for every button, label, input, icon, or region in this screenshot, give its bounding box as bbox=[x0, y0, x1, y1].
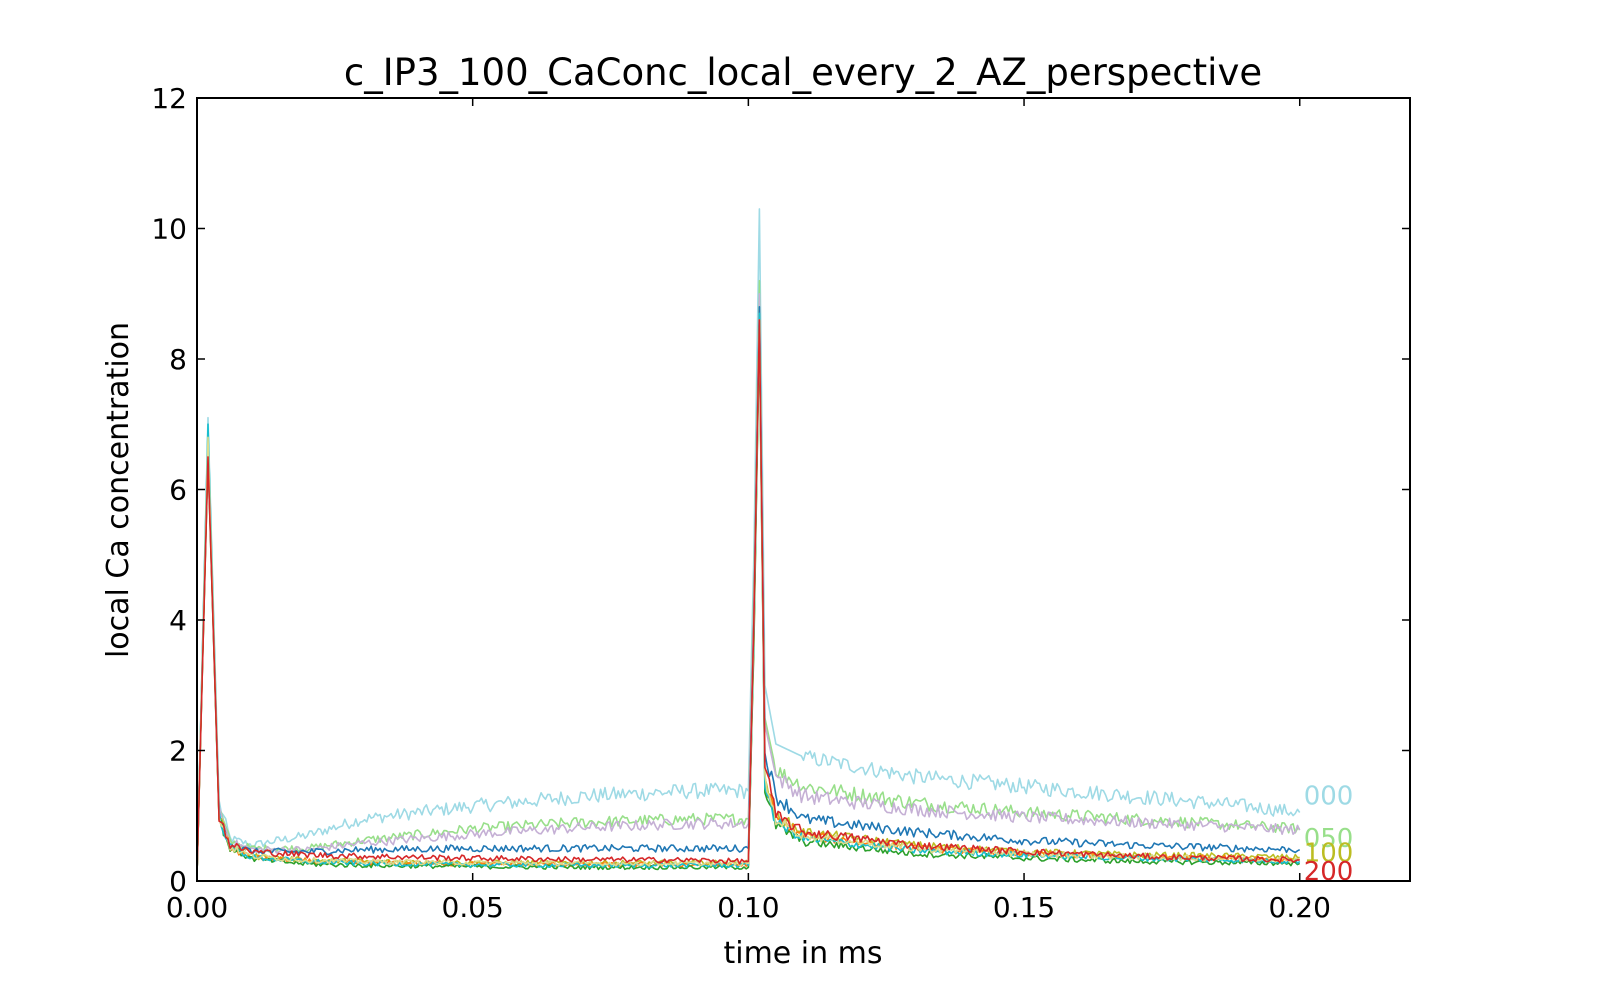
y-tick-label: 4 bbox=[169, 604, 187, 637]
x-tick-label: 0.15 bbox=[993, 891, 1055, 924]
x-tick-label: 0.10 bbox=[717, 891, 779, 924]
series-layer bbox=[196, 208, 1301, 875]
x-tick-label: 0.00 bbox=[166, 891, 228, 924]
series-end-label: 000 bbox=[1304, 781, 1354, 811]
y-axis: 0 2 4 6 8 10 12 bbox=[151, 82, 1410, 898]
x-axis-label: time in ms bbox=[723, 936, 882, 971]
series-end-label: 100 bbox=[1304, 839, 1354, 869]
series-line bbox=[196, 319, 1300, 875]
series-end-label: 200 bbox=[1304, 857, 1354, 887]
y-tick-label: 2 bbox=[169, 735, 187, 768]
series-end-label: 050 bbox=[1304, 824, 1354, 854]
y-tick-label: 12 bbox=[151, 82, 187, 115]
y-tick-label: 8 bbox=[169, 343, 187, 376]
x-tick-label: 0.05 bbox=[442, 891, 504, 924]
y-tick-label: 6 bbox=[169, 474, 187, 507]
y-axis-label: local Ca concentration bbox=[101, 322, 136, 658]
plot-frame bbox=[196, 97, 1411, 882]
series-line bbox=[196, 208, 1301, 875]
y-tick-label: 10 bbox=[151, 213, 187, 246]
x-axis: 0.00 0.05 0.10 0.15 0.20 bbox=[166, 98, 1331, 924]
x-tick-label: 0.20 bbox=[1269, 891, 1331, 924]
chart-title: c_IP3_100_CaConc_local_every_2_AZ_perspe… bbox=[344, 51, 1262, 94]
y-tick-label: 0 bbox=[169, 865, 187, 898]
